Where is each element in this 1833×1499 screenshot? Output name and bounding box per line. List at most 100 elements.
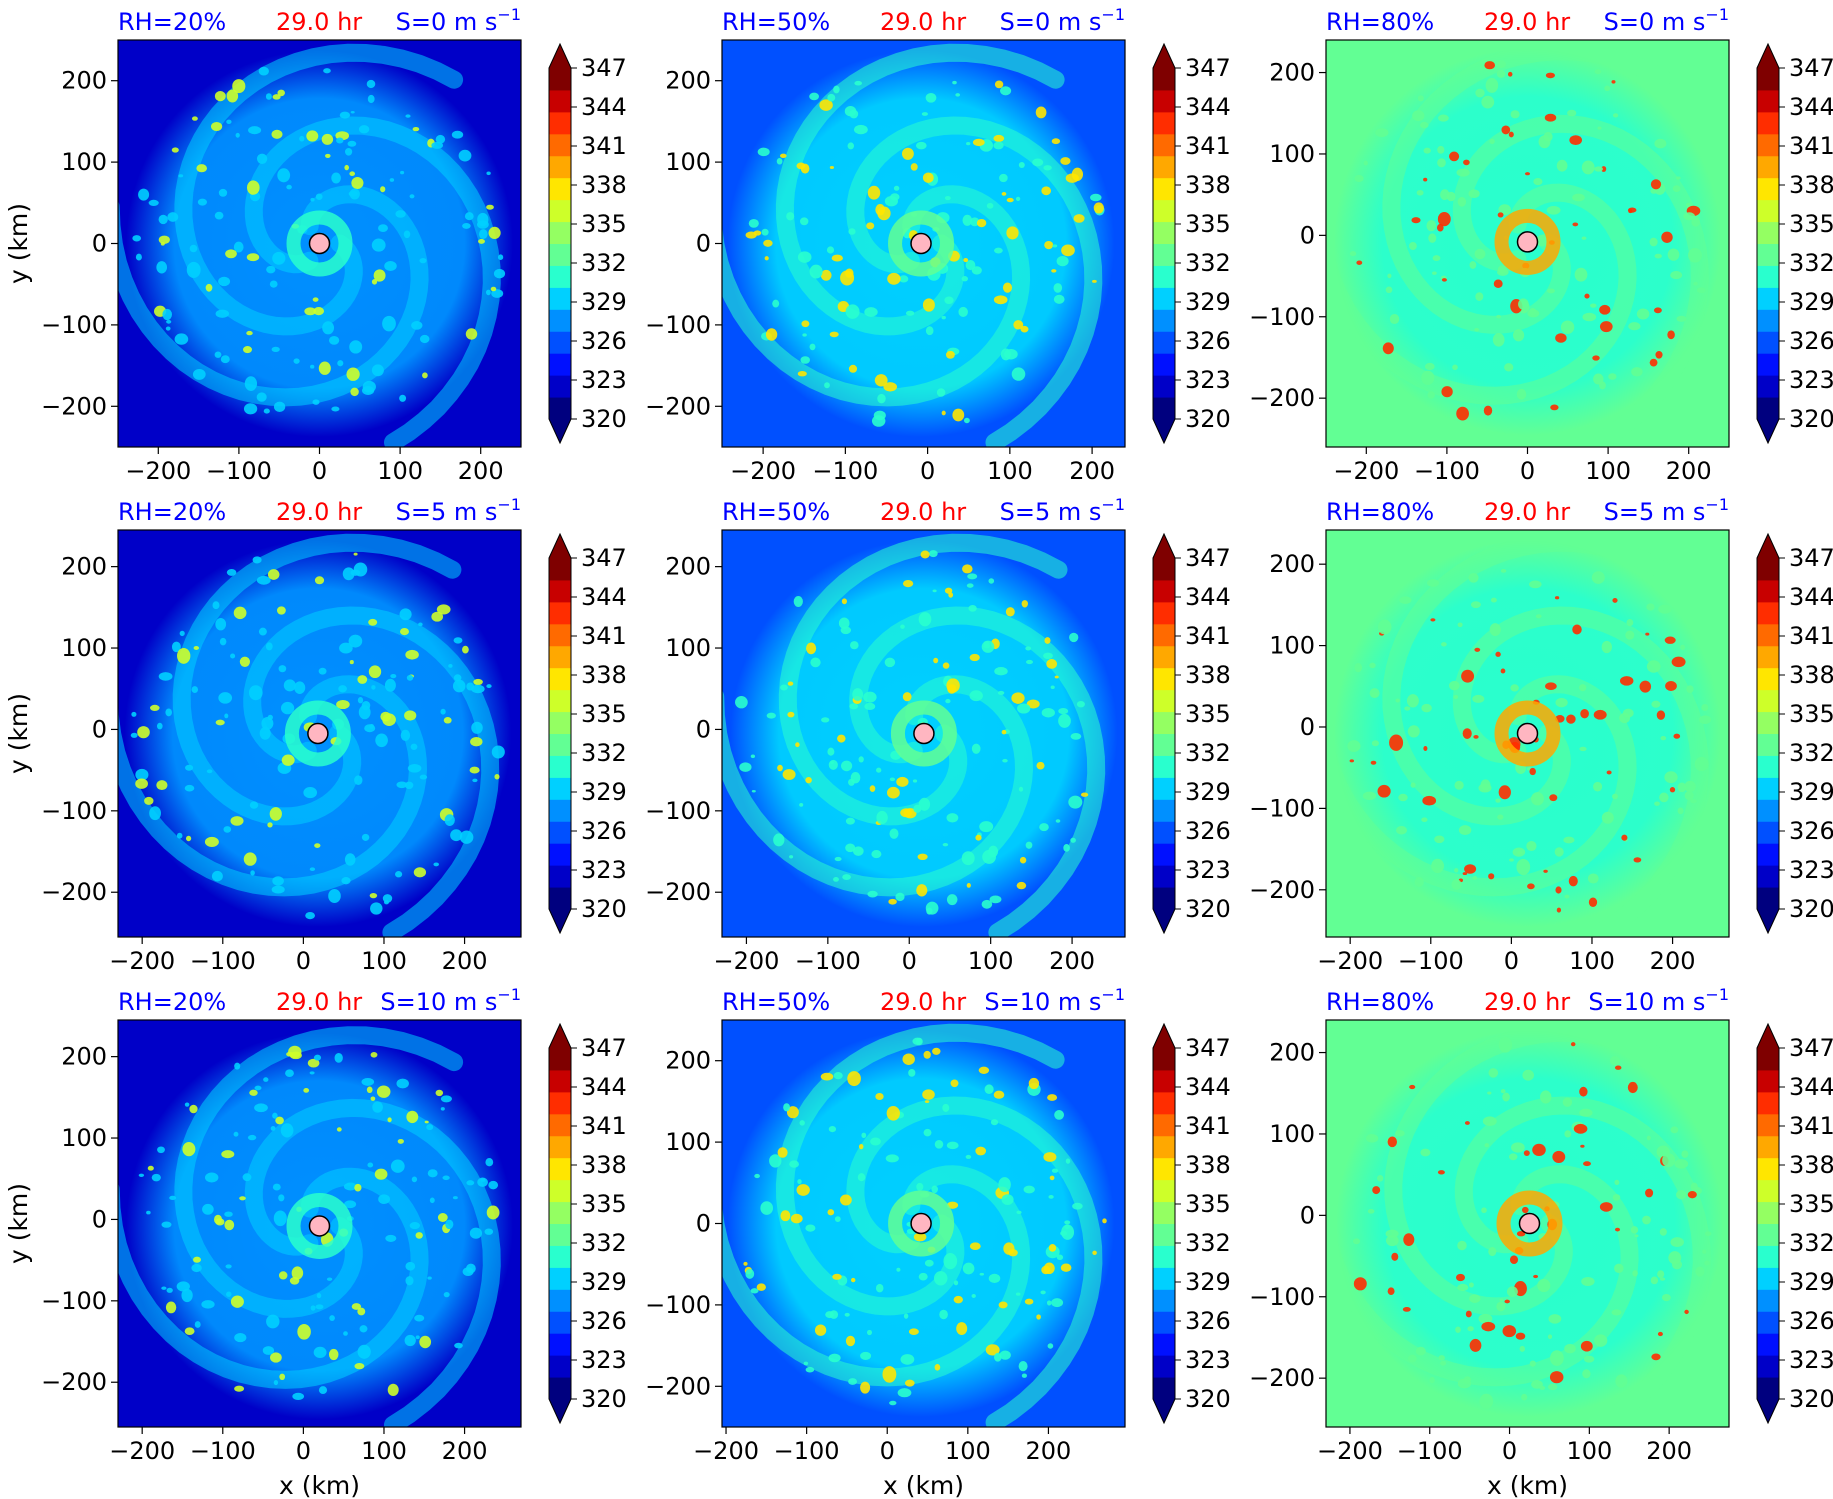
convective-cell (371, 238, 386, 252)
convective-cell (1501, 125, 1511, 135)
convective-cell (1568, 875, 1578, 887)
convective-cell (993, 295, 1008, 305)
convective-cell (350, 569, 361, 576)
convective-cell (1526, 840, 1537, 852)
colorbar-extend-min (549, 419, 571, 443)
convective-cell (405, 1276, 414, 1286)
convective-cell (165, 326, 171, 331)
convective-cell (1649, 237, 1658, 247)
convective-cell (1441, 386, 1453, 398)
title-time: 29.0 hr (1484, 498, 1570, 526)
colorbar-segment (1153, 353, 1175, 376)
convective-cell (169, 1195, 177, 1201)
colorbar-tick-label: 344 (1185, 93, 1231, 121)
convective-cell (440, 708, 446, 715)
convective-cell (850, 772, 861, 784)
convective-cell (850, 641, 859, 650)
eyewall (1494, 700, 1561, 767)
convective-cell (184, 1102, 190, 1107)
convective-cell (1020, 325, 1029, 333)
convective-cell (897, 1388, 912, 1398)
convective-cell (349, 660, 354, 665)
convective-cell (185, 764, 194, 771)
axes-frame (721, 529, 1126, 938)
colorbar-tick-label: 347 (1789, 544, 1833, 572)
convective-cell (250, 870, 255, 876)
convective-cell (137, 726, 150, 739)
convective-cell (1416, 189, 1424, 196)
convective-cell (965, 260, 976, 271)
convective-cell (1370, 760, 1377, 765)
convective-cell (226, 568, 237, 576)
convective-cell (405, 114, 411, 118)
colorbar-segment (1757, 1135, 1779, 1159)
convective-cell (827, 747, 835, 756)
colorbar-segment (549, 1091, 571, 1115)
convective-cell (470, 736, 483, 747)
convective-cell (912, 1037, 923, 1045)
convective-cell (350, 110, 355, 114)
convective-cell (138, 1173, 145, 1178)
convective-cell (272, 94, 281, 100)
convective-cell (336, 699, 350, 710)
convective-cell (1049, 1175, 1055, 1181)
convective-cell (341, 877, 351, 885)
y-tick-label: 100 (1269, 632, 1315, 660)
convective-cell (201, 1300, 215, 1309)
convective-cell (1547, 1383, 1558, 1391)
x-tick-label: 200 (1026, 1437, 1072, 1465)
colorbar-segment (549, 68, 571, 91)
convective-cell (1421, 370, 1435, 385)
convective-cell (946, 813, 959, 823)
colorbar-segment (1757, 645, 1779, 669)
convective-cell (932, 1047, 941, 1055)
title-shear: S=10 m s−1 (984, 985, 1125, 1016)
convective-cell (1407, 725, 1420, 738)
convective-cell (226, 1291, 232, 1297)
colorbar-segment (549, 733, 571, 756)
convective-cell (753, 230, 762, 236)
convective-cell (1536, 234, 1548, 247)
convective-cell (893, 185, 900, 191)
convective-cell (743, 1261, 748, 1266)
convective-cell (176, 832, 183, 839)
convective-cell (1485, 77, 1499, 93)
colorbar-tick-label: 344 (581, 1073, 627, 1101)
convective-cell (1573, 1123, 1588, 1134)
convective-cell (1061, 1224, 1075, 1240)
convective-cell (400, 627, 409, 636)
convective-cell (786, 1106, 799, 1119)
colorbar-tick-label: 323 (1185, 1346, 1231, 1374)
colorbar-extend-min (1153, 419, 1175, 443)
convective-cell (1457, 1378, 1472, 1389)
y-tick-label: 200 (665, 553, 711, 581)
colorbar-segment (1153, 177, 1175, 201)
convective-cell (1069, 632, 1079, 643)
colorbar-segment (1757, 1311, 1779, 1334)
convective-cell (1349, 251, 1357, 257)
convective-cell (988, 1273, 1001, 1283)
convective-cell (135, 768, 149, 781)
convective-cell (814, 1324, 827, 1336)
convective-cell (389, 178, 395, 182)
x-tick-label: −200 (109, 947, 175, 975)
convective-cell (1659, 1228, 1667, 1236)
title-shear-exponent: −1 (1705, 985, 1729, 1004)
convective-cell (1484, 1143, 1490, 1148)
convective-cell (805, 1366, 815, 1373)
convective-cell (754, 1173, 760, 1179)
convective-cell (310, 1305, 316, 1311)
x-tick-label: 100 (1566, 1437, 1612, 1465)
convective-cell (271, 885, 285, 894)
convective-cell (215, 719, 225, 726)
convective-cell (450, 829, 463, 842)
convective-cell (484, 1228, 494, 1235)
convective-cell (462, 645, 469, 654)
convective-cell (235, 132, 240, 138)
convective-cell (166, 319, 172, 324)
colorbar-tick-label: 347 (1185, 54, 1231, 82)
convective-cell (1479, 1393, 1494, 1409)
title-shear-exponent: −1 (1705, 5, 1729, 24)
convective-cell (780, 1210, 791, 1222)
